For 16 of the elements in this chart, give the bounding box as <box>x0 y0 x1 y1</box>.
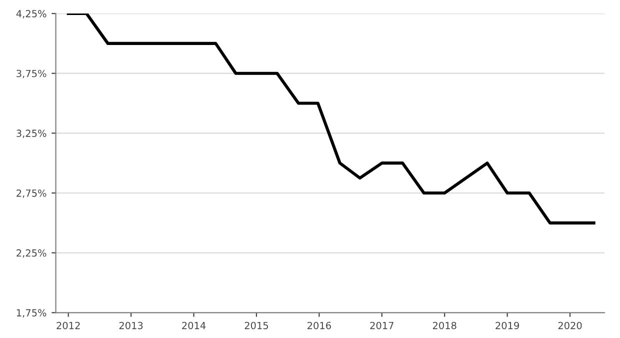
x-tick-label: 2015 <box>244 322 268 330</box>
y-tick-label: 2,75% <box>16 189 46 198</box>
x-tick-label: 2012 <box>56 322 80 330</box>
line-series <box>66 14 596 224</box>
x-tick-label: 2016 <box>308 322 331 330</box>
y-tick-label: 1,75% <box>16 309 46 318</box>
x-tick-label: 2020 <box>558 322 582 330</box>
x-tick-label: 2013 <box>119 322 143 330</box>
y-tick-label: 3,75% <box>16 70 46 78</box>
y-tick-label: 2,25% <box>16 249 46 258</box>
y-tick-label: 3,25% <box>16 130 46 138</box>
y-tick-label: 4,25% <box>16 10 46 18</box>
x-tick-label: 2017 <box>370 322 394 330</box>
x-tick-label: 2019 <box>496 322 519 330</box>
x-tick-label: 2014 <box>182 322 206 330</box>
x-tick-label: 2018 <box>432 322 456 330</box>
